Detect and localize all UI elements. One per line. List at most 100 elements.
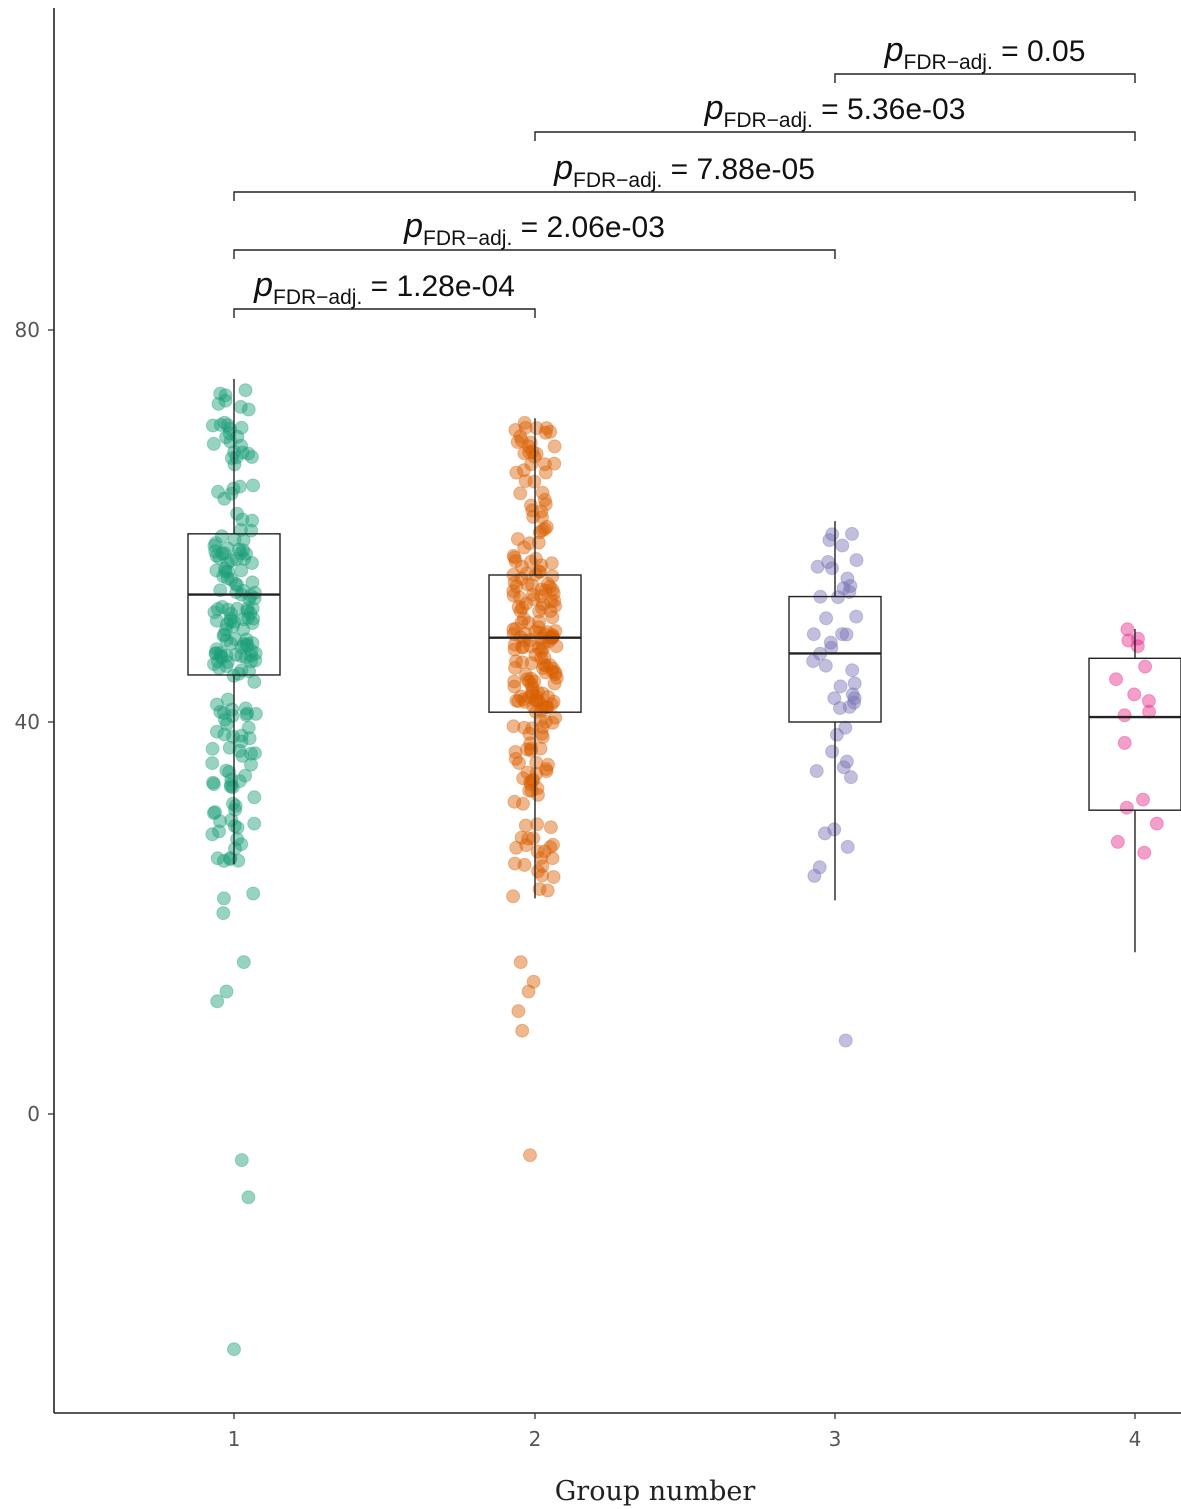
data-point [523, 554, 538, 569]
data-point [230, 832, 245, 846]
data-point [509, 654, 523, 669]
data-point [541, 690, 556, 704]
data-point [842, 585, 857, 599]
data-point [819, 611, 834, 626]
data-point [810, 559, 825, 574]
data-point [538, 665, 553, 680]
iqr-box [1088, 657, 1181, 811]
data-point [537, 492, 552, 507]
data-point [225, 702, 240, 717]
data-point [246, 478, 261, 493]
data-point [507, 575, 522, 590]
iqr-box [488, 574, 582, 713]
data-point [218, 564, 233, 579]
data-point [224, 451, 239, 466]
data-point [244, 648, 258, 663]
data-point [547, 676, 562, 691]
data-point [539, 762, 554, 776]
data-point [536, 657, 551, 672]
data-point [236, 622, 251, 637]
data-point [524, 656, 539, 671]
data-point [525, 503, 540, 518]
data-point [223, 614, 238, 628]
axes-layer [53, 8, 1181, 1414]
p-value-label: pFDR−adj. = 2.06e-03 [403, 207, 665, 250]
data-point [219, 763, 234, 778]
data-point [219, 633, 234, 648]
data-point [513, 689, 528, 704]
data-point [218, 622, 233, 637]
data-point [543, 579, 557, 594]
data-point [224, 772, 239, 787]
data-point [517, 446, 532, 461]
data-point [517, 857, 532, 872]
data-point [242, 731, 257, 746]
data-point [521, 616, 536, 630]
data-point [245, 601, 260, 616]
data-point [537, 650, 552, 665]
outlier-point [224, 813, 239, 827]
data-point [1120, 622, 1135, 637]
data-point [219, 617, 234, 632]
data-point [531, 864, 545, 879]
data-point [529, 755, 544, 770]
outlier-point [227, 1342, 241, 1357]
y-tick-label: 80 [15, 318, 40, 342]
data-point [234, 663, 249, 678]
data-point [512, 756, 526, 770]
data-point [539, 764, 554, 779]
data-point [545, 629, 560, 644]
data-point [549, 639, 564, 654]
data-point [236, 612, 251, 627]
data-point [226, 796, 240, 811]
data-point [547, 593, 562, 608]
data-point [535, 859, 550, 874]
data-point [226, 619, 240, 634]
data-point [213, 814, 227, 829]
data-point [845, 687, 860, 702]
x-tick-label: 1 [228, 1427, 241, 1451]
data-point [228, 576, 243, 591]
data-point [529, 693, 544, 707]
data-point [536, 641, 551, 656]
data-point [516, 692, 531, 707]
data-point [208, 646, 223, 661]
data-point [532, 614, 547, 629]
data-point [511, 694, 526, 709]
data-point [239, 546, 254, 561]
data-point [234, 649, 249, 664]
data-point [212, 550, 227, 565]
data-point [827, 691, 842, 706]
data-point [210, 851, 225, 866]
data-point [234, 728, 249, 743]
data-point [220, 655, 235, 670]
data-point [231, 666, 246, 681]
data-point [526, 587, 540, 602]
data-point [1117, 708, 1132, 723]
data-point [833, 701, 847, 715]
data-point [549, 670, 564, 685]
data-point [520, 672, 535, 687]
data-point [534, 644, 549, 659]
data-point [533, 741, 548, 756]
data-point [540, 883, 555, 898]
data-point [205, 741, 220, 756]
data-point [516, 463, 531, 478]
data-point [508, 745, 523, 759]
data-point [241, 402, 256, 417]
data-point [531, 620, 546, 635]
data-point [515, 640, 530, 655]
data-point [535, 720, 550, 735]
data-point [513, 604, 528, 619]
data-point [543, 840, 558, 855]
data-point [548, 665, 563, 680]
data-point [508, 660, 522, 675]
data-point [518, 474, 533, 488]
data-point [840, 839, 855, 854]
outlier-point [234, 1153, 249, 1168]
data-point [228, 798, 243, 813]
data-point [546, 586, 561, 601]
data-point [843, 770, 858, 785]
data-point [209, 642, 224, 657]
